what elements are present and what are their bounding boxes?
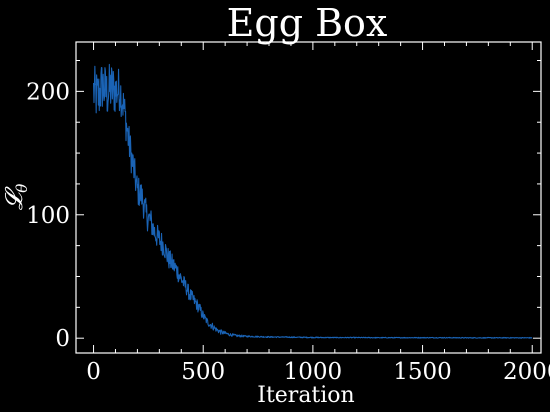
y-axis-label-subscript: θ <box>13 184 31 193</box>
chart-title: Egg Box <box>227 1 388 45</box>
y-axis-label: 𝓛θ <box>0 184 31 210</box>
plot-area <box>93 63 533 339</box>
x-tick-label: 1500 <box>393 359 452 385</box>
x-axis-label: Iteration <box>257 383 354 408</box>
plot-frame <box>75 41 542 354</box>
y-tick-label: 100 <box>26 203 70 229</box>
x-tick-label: 500 <box>181 359 225 385</box>
x-tick-label: 0 <box>86 359 101 385</box>
series-line-0 <box>93 63 533 339</box>
y-tick-label: 200 <box>26 79 70 105</box>
y-tick-label: 0 <box>55 326 70 352</box>
svg-text:𝓛θ: 𝓛θ <box>0 184 31 210</box>
x-tick-label: 1000 <box>284 359 343 385</box>
